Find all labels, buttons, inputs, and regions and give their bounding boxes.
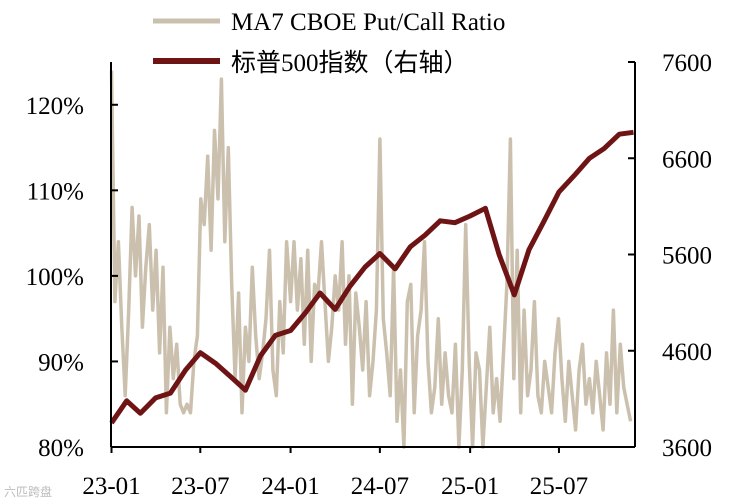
left-tick-label: 90%	[38, 349, 84, 376]
left-tick-label: 80%	[38, 435, 84, 462]
x-tick-label: 24-07	[351, 473, 409, 500]
right-tick-label: 5600	[662, 243, 712, 270]
right-tick-label: 6600	[662, 146, 712, 173]
legend: MA7 CBOE Put/Call Ratio 标普500指数（右轴）	[153, 9, 505, 77]
left-tick-label: 100%	[26, 264, 84, 291]
x-axis-ticks: 23-01 23-07 24-01 24-07 25-01 25-07	[82, 447, 588, 500]
watermark: 六匹跨盘	[4, 485, 53, 499]
x-tick-label: 25-07	[530, 473, 588, 500]
left-axis-ticks: 80% 90% 100% 110% 120%	[26, 93, 118, 462]
right-tick-label: 3600	[662, 435, 712, 462]
legend-label-put-call: MA7 CBOE Put/Call Ratio	[231, 9, 505, 36]
x-tick-label: 23-07	[171, 473, 229, 500]
left-tick-label: 120%	[26, 93, 84, 120]
legend-label-sp500: 标普500指数（右轴）	[231, 49, 469, 77]
series-line-put-call	[109, 70, 633, 449]
right-tick-label: 7600	[662, 50, 712, 77]
x-tick-label: 25-01	[441, 473, 499, 500]
right-tick-label: 4600	[662, 339, 712, 366]
right-axis-ticks: 3600 4600 5600 6600 7600	[628, 50, 712, 462]
x-tick-label: 24-01	[261, 473, 319, 500]
x-tick-label: 23-01	[82, 473, 140, 500]
series-line-sp500	[109, 129, 634, 425]
series-layer	[109, 70, 634, 449]
left-tick-label: 110%	[27, 178, 84, 205]
